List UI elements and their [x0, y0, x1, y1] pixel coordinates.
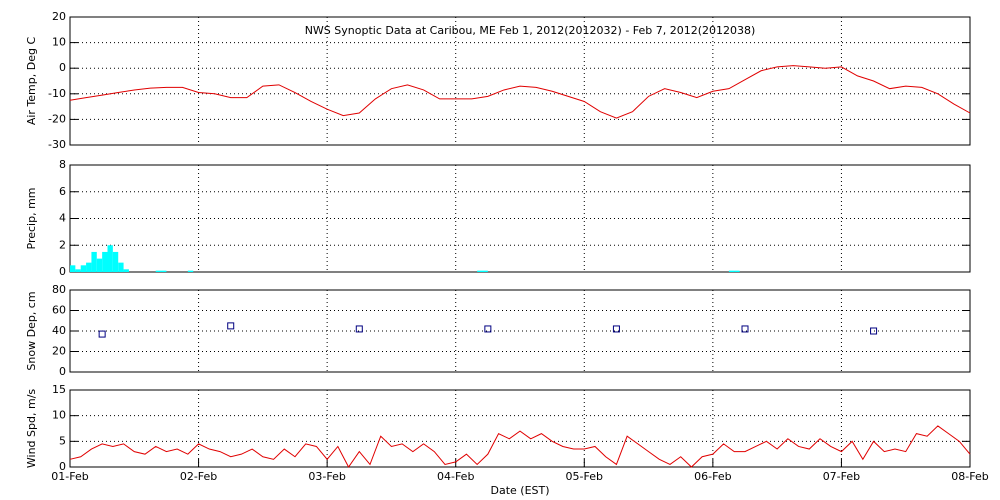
- bar: [477, 270, 483, 272]
- y-tick-label: 10: [52, 409, 66, 422]
- y-axis-label: Wind Spd, m/s: [25, 389, 38, 469]
- x-tick-label: 05-Feb: [566, 470, 603, 483]
- bar: [75, 269, 81, 272]
- bar: [123, 269, 129, 272]
- y-axis-label: Snow Dep, cm: [25, 291, 38, 370]
- y-tick-label: 20: [52, 10, 66, 23]
- y-axis-label: Air Temp, Deg C: [25, 37, 38, 126]
- y-tick-label: 8: [59, 158, 66, 171]
- x-tick-label: 07-Feb: [823, 470, 860, 483]
- point: [870, 327, 878, 335]
- bar: [734, 270, 740, 272]
- y-tick-label: -30: [48, 138, 66, 151]
- x-tick-label: 03-Feb: [308, 470, 345, 483]
- y-tick-label: 20: [52, 345, 66, 358]
- x-tick-label: 02-Feb: [180, 470, 217, 483]
- y-axis-label: Precip, mm: [25, 188, 38, 250]
- bar: [107, 245, 113, 272]
- y-tick-label: 80: [52, 283, 66, 296]
- plot-frame: [69, 16, 971, 146]
- bar: [728, 270, 735, 272]
- y-tick-label: 0: [59, 61, 66, 74]
- bar: [187, 270, 194, 272]
- point: [612, 325, 620, 333]
- bar: [482, 270, 488, 272]
- x-tick-label: 08-Feb: [951, 470, 988, 483]
- plot-frame: [69, 389, 971, 468]
- y-tick-label: 40: [52, 324, 66, 337]
- bar: [86, 262, 92, 272]
- y-tick-label: 0: [59, 265, 66, 278]
- y-tick-label: 60: [52, 304, 66, 317]
- point: [355, 325, 363, 333]
- y-tick-label: 4: [59, 212, 66, 225]
- data-line: [69, 425, 971, 468]
- chart-title: NWS Synoptic Data at Caribou, ME Feb 1, …: [305, 24, 756, 37]
- point: [741, 325, 749, 333]
- x-tick-label: 04-Feb: [437, 470, 474, 483]
- y-tick-label: 10: [52, 36, 66, 49]
- y-tick-label: 6: [59, 185, 66, 198]
- y-tick-label: 0: [59, 460, 66, 473]
- y-tick-label: 2: [59, 238, 66, 251]
- y-tick-label: -10: [48, 87, 66, 100]
- bar: [96, 258, 103, 272]
- bar: [161, 270, 167, 272]
- y-tick-label: 0: [59, 365, 66, 378]
- x-tick-label: 01-Feb: [51, 470, 88, 483]
- point: [227, 322, 235, 330]
- data-line: [69, 65, 971, 119]
- bar: [70, 265, 76, 272]
- y-tick-label: 15: [52, 383, 66, 396]
- bar: [155, 270, 162, 272]
- x-tick-label: 06-Feb: [694, 470, 731, 483]
- bar: [102, 251, 108, 272]
- bar: [80, 265, 87, 272]
- bar: [118, 262, 124, 272]
- bar: [112, 251, 119, 272]
- x-axis-label: Date (EST): [490, 484, 549, 497]
- y-tick-label: -20: [48, 112, 66, 125]
- y-tick-label: 5: [59, 434, 66, 447]
- bar: [91, 251, 97, 272]
- point: [484, 325, 492, 333]
- point: [98, 330, 106, 338]
